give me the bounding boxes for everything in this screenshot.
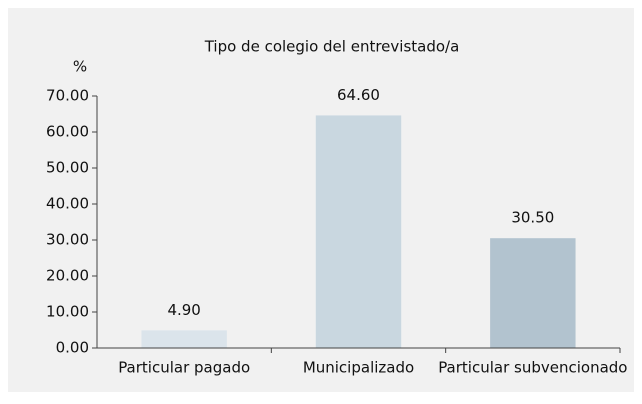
y-tick-label: 30.00 [46,231,89,249]
y-tick-label: 0.00 [56,339,89,357]
y-axis-label: % [73,58,87,76]
bar [490,238,576,348]
bar [141,330,227,348]
x-tick-label: Particular subvencionado [438,359,627,377]
y-tick-label: 50.00 [46,159,89,177]
y-tick-label: 60.00 [46,123,89,141]
data-label: 30.50 [511,209,554,227]
x-tick-label: Particular pagado [118,359,250,377]
data-label: 64.60 [337,86,380,104]
y-tick-label: 20.00 [46,267,89,285]
chart-title: Tipo de colegio del entrevistado/a [204,38,460,56]
bar [315,115,402,348]
y-tick-label: 10.00 [46,303,89,321]
y-tick-label: 70.00 [46,87,89,105]
data-label: 4.90 [167,301,200,319]
y-tick-label: 40.00 [46,195,89,213]
x-tick-label: Municipalizado [303,359,414,377]
